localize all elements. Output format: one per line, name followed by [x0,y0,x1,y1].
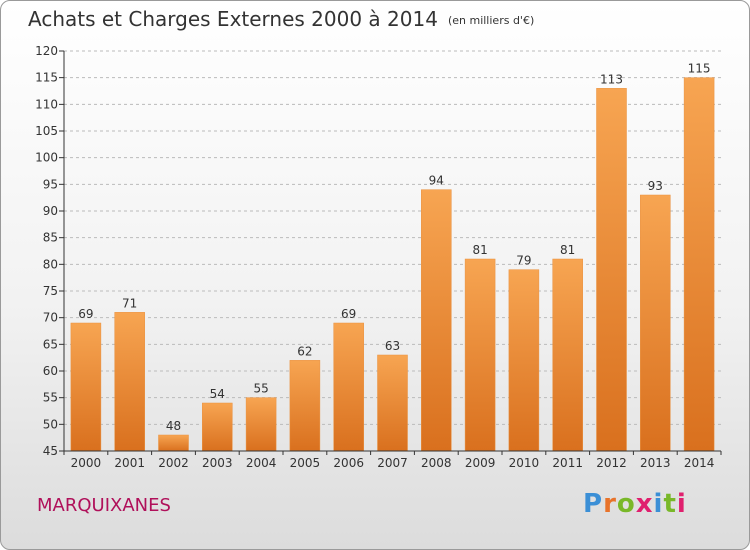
proxiti-logo: Proxiti [583,489,687,519]
logo-letter: t [663,489,677,519]
chart-subtitle: (en milliers d'€) [447,14,535,27]
x-tick-label: 2004 [246,456,277,470]
bar [640,194,671,452]
logo-letter: P [583,489,604,519]
x-tick-label: 2006 [333,456,364,470]
bar-value-label: 62 [297,344,312,358]
x-tick-label: 2007 [377,456,408,470]
chart-title: Achats et Charges Externes 2000 à 2014 (e… [28,7,534,31]
y-tick-label: 120 [35,44,58,58]
bar [421,189,452,452]
bar [683,77,715,452]
bar [245,397,277,452]
bar [202,402,233,452]
axes: 45 50 55 60 65 70 75 80 85 90 95 100 105 110 115 120 200… [35,44,722,470]
x-tick-label: 2008 [421,456,452,470]
bar-value-label: 94 [429,174,444,188]
bar-value-label: 55 [253,382,268,396]
y-tick-label: 105 [35,124,58,138]
y-tick-label: 70 [43,311,58,325]
bar [508,269,540,452]
bar-value-label: 81 [472,243,487,257]
commune-name: MARQUIXANES [37,495,171,516]
bar [596,88,627,452]
bar-value-label: 81 [560,243,575,257]
x-tick-label: 2014 [684,456,715,470]
bar-value-label: 69 [78,307,93,321]
bar [70,322,102,452]
x-tick-label: 2000 [71,456,102,470]
bar-value-label: 115 [688,62,711,76]
logo-letter: o [616,489,636,519]
bar-value-label: 54 [210,387,225,401]
y-tick-label: 45 [43,444,58,458]
logo-letter: i [676,489,687,519]
bar-value-label: 93 [648,179,663,193]
x-tick-label: 2011 [552,456,583,470]
x-tick-label: 2003 [202,456,233,470]
y-tick-label: 115 [35,71,58,85]
bar-value-label: 71 [122,296,137,310]
bar [114,312,145,452]
y-tick-label: 85 [43,231,58,245]
bar [158,434,189,452]
logo-letter: x [635,489,654,519]
bar-value-label: 63 [385,339,400,353]
bar [377,354,408,452]
logo-letter: r [603,489,617,519]
bar [289,360,321,452]
y-tick-label: 80 [43,257,58,271]
y-tick-label: 65 [43,337,58,351]
y-tick-label: 50 [43,417,58,431]
logo-letter: i [653,489,664,519]
bar [464,258,496,452]
x-tick-label: 2010 [509,456,540,470]
bar-value-label: 79 [516,254,531,268]
chart-title-text: Achats et Charges Externes 2000 à 2014 [28,7,438,31]
y-tick-label: 60 [43,364,58,378]
y-tick-label: 55 [43,391,58,405]
y-tick-label: 110 [35,97,58,111]
bar-value-label: 113 [600,72,623,86]
x-tick-label: 2001 [114,456,145,470]
bar [552,258,583,452]
x-tick-label: 2009 [465,456,496,470]
y-tick-label: 75 [43,284,58,298]
x-tick-label: 2005 [290,456,321,470]
y-tick-label: 100 [35,151,58,165]
x-tick-label: 2013 [640,456,671,470]
y-tick-label: 95 [43,177,58,191]
x-tick-label: 2002 [158,456,189,470]
bar-value-label: 48 [166,419,181,433]
bar [333,322,364,452]
y-tick-label: 90 [43,204,58,218]
bar-value-label: 69 [341,307,356,321]
bars: 69 71 48 54 55 62 69 63 94 81 79 81 113 93 115 [70,62,715,452]
x-tick-label: 2012 [596,456,627,470]
